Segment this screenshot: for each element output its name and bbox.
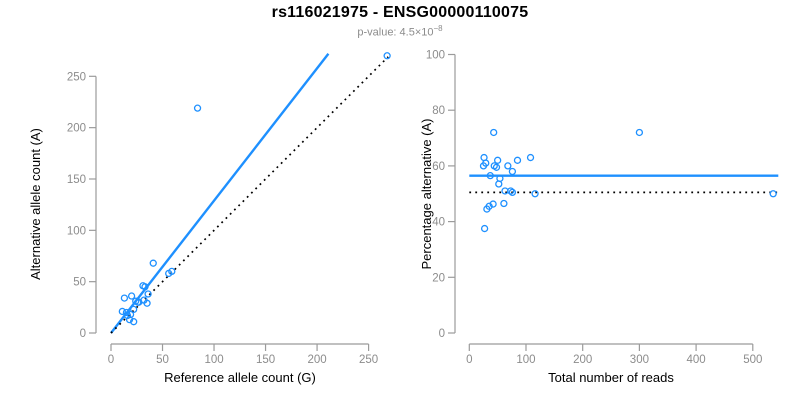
x-axis-title: Total number of reads	[548, 370, 674, 385]
y-tick-label: 100	[426, 50, 445, 62]
y-tick-label: 0	[439, 328, 445, 340]
data-point	[123, 311, 132, 320]
data-point	[635, 128, 644, 137]
x-axis-title: Reference allele count (G)	[164, 370, 316, 385]
data-point	[508, 188, 517, 197]
data-point	[144, 290, 152, 298]
data-point	[193, 104, 202, 112]
data-point	[493, 156, 502, 164]
data-point	[130, 305, 138, 314]
data-point	[507, 187, 515, 195]
data-point	[526, 153, 535, 162]
data-point	[495, 180, 503, 188]
data-point	[486, 171, 494, 180]
regression-line	[110, 52, 330, 334]
x-tick-label: 100	[516, 354, 535, 366]
data-point	[126, 310, 135, 319]
data-point	[492, 163, 501, 171]
data-point	[769, 190, 777, 198]
y-axis-title: Alternative allele count (A)	[28, 128, 43, 280]
x-tick-label: 0	[108, 354, 114, 366]
data-point	[480, 224, 489, 233]
data-point	[130, 318, 138, 326]
data-point	[489, 200, 497, 208]
x-tick-label: 200	[307, 354, 326, 366]
plot-header: rs116021975 - ENSG00000110075 p-value: 4…	[0, 4, 800, 39]
x-tick-label: 250	[359, 354, 378, 366]
data-point	[504, 162, 512, 170]
data-point	[383, 52, 391, 60]
y-tick-label: 150	[67, 174, 86, 186]
data-point	[118, 307, 126, 316]
identity-line	[110, 56, 389, 334]
data-point	[143, 299, 151, 307]
x-tick-label: 150	[256, 354, 275, 366]
x-tick-label: 500	[743, 354, 762, 366]
x-tick-label: 200	[573, 354, 592, 366]
y-tick-label: 20	[432, 272, 445, 284]
x-tick-label: 100	[204, 354, 223, 366]
data-point	[149, 259, 157, 267]
y-axis-title: Percentage alternative (A)	[419, 118, 434, 269]
y-tick-label: 40	[432, 217, 445, 229]
x-tick-label: 400	[686, 354, 705, 366]
p-value-exponent: −8	[433, 24, 443, 33]
data-point	[125, 316, 134, 324]
y-tick-label: 100	[67, 225, 86, 237]
p-value-subtitle: p-value: 4.5×10−8	[0, 24, 800, 39]
y-tick-label: 50	[73, 277, 86, 289]
data-point	[490, 128, 498, 137]
y-tick-label: 0	[80, 328, 86, 340]
data-point	[482, 159, 490, 167]
data-point	[122, 308, 131, 317]
y-tick-label: 80	[432, 105, 445, 117]
data-point	[513, 156, 522, 164]
p-value-base: p-value: 4.5×10	[357, 26, 434, 39]
data-point	[168, 267, 176, 276]
plot-title: rs116021975 - ENSG00000110075	[271, 4, 529, 21]
y-tick-label: 200	[67, 123, 86, 135]
data-point	[120, 294, 129, 302]
data-point	[508, 167, 517, 176]
data-point	[127, 292, 136, 300]
y-tick-label: 60	[432, 161, 445, 173]
data-point	[500, 199, 508, 208]
x-tick-label: 0	[466, 354, 472, 366]
data-point	[141, 283, 149, 291]
x-tick-label: 50	[156, 354, 169, 366]
y-tick-label: 250	[67, 71, 86, 83]
x-tick-label: 300	[630, 354, 649, 366]
data-point	[531, 190, 539, 198]
